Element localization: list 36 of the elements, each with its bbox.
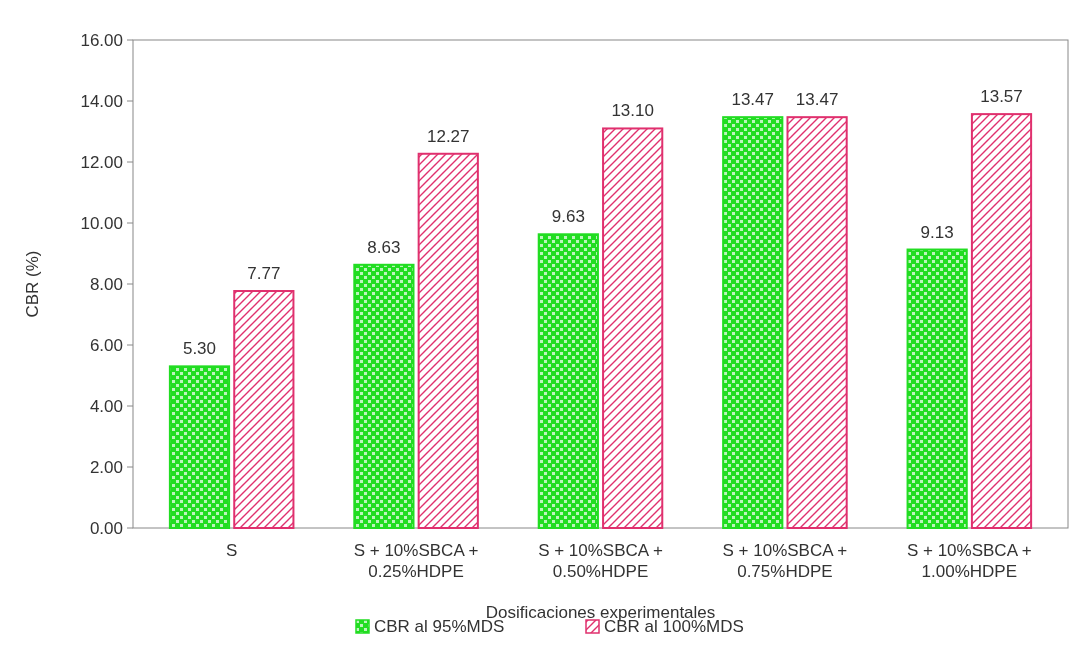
y-tick-label: 10.00 [80, 213, 123, 233]
data-label: 12.27 [426, 126, 470, 146]
data-label: 5.30 [182, 339, 217, 359]
y-tick-label: 4.00 [89, 396, 123, 416]
x-tick-label: S + 10%SBCA + 0.25%HDPE [353, 541, 479, 581]
bar [970, 113, 1033, 529]
y-tick-label: 0.00 [89, 518, 123, 538]
y-tick-label: 12.00 [80, 152, 123, 172]
y-tick-label: 8.00 [89, 274, 123, 294]
y-tick-label: 2.00 [89, 457, 123, 477]
bar [722, 116, 784, 529]
y-tick-label: 6.00 [89, 335, 123, 355]
bar [233, 290, 295, 529]
data-label: 9.13 [920, 222, 954, 242]
x-tick-label: S [225, 541, 238, 560]
legend-label: CBR al 95%MDS [374, 617, 505, 636]
y-tick-label: 14.00 [80, 91, 123, 111]
data-label: 13.57 [980, 87, 1023, 107]
x-tick-label: S + 10%SBCA + 0.75%HDPE [722, 541, 848, 581]
data-label: 9.63 [551, 207, 585, 227]
bar [786, 116, 848, 529]
bar [537, 233, 599, 529]
y-axis-title: CBR (%) [23, 250, 42, 318]
bar [602, 127, 664, 529]
data-label: 7.77 [247, 264, 281, 284]
bar [906, 248, 968, 529]
data-label: 13.10 [611, 101, 654, 121]
data-label: 8.63 [367, 237, 401, 257]
bar [417, 152, 479, 529]
x-tick-label: S + 10%SBCA + 0.50%HDPE [538, 541, 663, 581]
data-label: 13.47 [795, 90, 839, 110]
x-tick-label: S + 10%SBCA + 1.00%HDPE [906, 541, 1032, 581]
bar [353, 263, 415, 529]
data-label: 13.47 [731, 90, 775, 110]
y-tick-label: 16.00 [80, 30, 123, 50]
bar [168, 365, 231, 529]
